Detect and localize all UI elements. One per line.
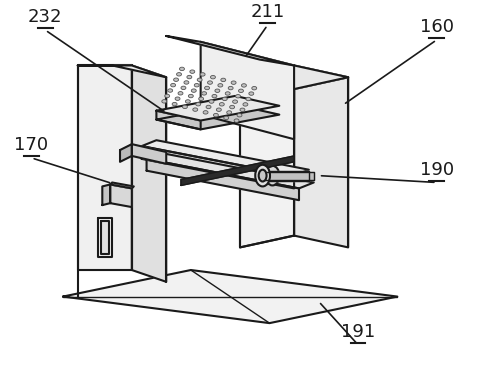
- Polygon shape: [120, 144, 132, 162]
- Polygon shape: [132, 66, 166, 282]
- Ellipse shape: [239, 89, 243, 92]
- Ellipse shape: [196, 103, 201, 106]
- Polygon shape: [78, 66, 166, 77]
- Polygon shape: [146, 153, 314, 188]
- Ellipse shape: [225, 92, 230, 95]
- Polygon shape: [258, 171, 309, 181]
- Polygon shape: [263, 172, 314, 179]
- Ellipse shape: [190, 70, 195, 73]
- Ellipse shape: [259, 170, 266, 181]
- Polygon shape: [101, 221, 109, 254]
- Ellipse shape: [231, 81, 236, 84]
- Ellipse shape: [243, 103, 248, 106]
- Ellipse shape: [207, 81, 213, 84]
- Ellipse shape: [182, 105, 187, 108]
- Ellipse shape: [178, 92, 183, 95]
- Ellipse shape: [206, 105, 211, 109]
- Ellipse shape: [233, 100, 238, 103]
- Polygon shape: [156, 96, 279, 121]
- Ellipse shape: [236, 94, 240, 98]
- Ellipse shape: [172, 103, 177, 106]
- Ellipse shape: [202, 92, 206, 95]
- Ellipse shape: [203, 111, 208, 114]
- Text: 211: 211: [251, 3, 285, 21]
- Polygon shape: [102, 184, 110, 205]
- Ellipse shape: [224, 116, 228, 120]
- Polygon shape: [110, 183, 134, 188]
- Polygon shape: [63, 270, 397, 323]
- Text: 170: 170: [14, 136, 48, 154]
- Ellipse shape: [185, 100, 191, 103]
- Ellipse shape: [265, 166, 279, 185]
- Ellipse shape: [228, 86, 233, 90]
- Ellipse shape: [218, 83, 223, 87]
- Ellipse shape: [187, 75, 192, 79]
- Ellipse shape: [249, 92, 254, 95]
- Ellipse shape: [193, 108, 198, 111]
- Ellipse shape: [219, 103, 224, 106]
- Text: 160: 160: [420, 18, 454, 36]
- Polygon shape: [98, 218, 112, 257]
- Ellipse shape: [216, 108, 221, 112]
- Ellipse shape: [209, 100, 214, 103]
- Ellipse shape: [194, 83, 199, 87]
- Ellipse shape: [175, 97, 180, 100]
- Ellipse shape: [252, 87, 257, 90]
- Ellipse shape: [174, 78, 179, 82]
- Ellipse shape: [171, 83, 176, 87]
- Ellipse shape: [184, 81, 189, 84]
- Polygon shape: [181, 156, 294, 185]
- Ellipse shape: [255, 165, 270, 186]
- Polygon shape: [240, 66, 294, 247]
- Polygon shape: [110, 184, 132, 207]
- Polygon shape: [146, 159, 299, 200]
- Polygon shape: [142, 146, 294, 188]
- Ellipse shape: [227, 111, 232, 114]
- Ellipse shape: [165, 94, 170, 98]
- Polygon shape: [166, 36, 294, 66]
- Ellipse shape: [234, 119, 239, 122]
- Ellipse shape: [177, 73, 181, 76]
- Ellipse shape: [162, 99, 167, 103]
- Ellipse shape: [188, 94, 193, 98]
- Polygon shape: [78, 66, 132, 270]
- Ellipse shape: [192, 89, 196, 92]
- Text: 190: 190: [420, 161, 454, 179]
- Ellipse shape: [197, 78, 202, 82]
- Ellipse shape: [221, 78, 226, 82]
- Polygon shape: [156, 111, 201, 129]
- Polygon shape: [142, 140, 309, 176]
- Ellipse shape: [180, 67, 184, 71]
- Ellipse shape: [237, 113, 242, 117]
- Polygon shape: [201, 42, 294, 139]
- Polygon shape: [156, 105, 279, 129]
- Ellipse shape: [200, 73, 205, 76]
- Ellipse shape: [246, 97, 251, 101]
- Ellipse shape: [199, 97, 204, 101]
- Ellipse shape: [215, 89, 220, 92]
- Polygon shape: [240, 66, 348, 89]
- Polygon shape: [132, 144, 166, 164]
- Polygon shape: [294, 66, 348, 247]
- Ellipse shape: [240, 108, 245, 112]
- Ellipse shape: [181, 86, 186, 90]
- Ellipse shape: [229, 105, 235, 109]
- Text: 191: 191: [341, 323, 375, 341]
- Ellipse shape: [222, 97, 227, 101]
- Ellipse shape: [204, 86, 209, 90]
- Text: 232: 232: [28, 8, 62, 26]
- Ellipse shape: [211, 75, 216, 79]
- Ellipse shape: [168, 89, 173, 92]
- Ellipse shape: [212, 94, 217, 98]
- Ellipse shape: [214, 113, 218, 117]
- Ellipse shape: [241, 84, 246, 87]
